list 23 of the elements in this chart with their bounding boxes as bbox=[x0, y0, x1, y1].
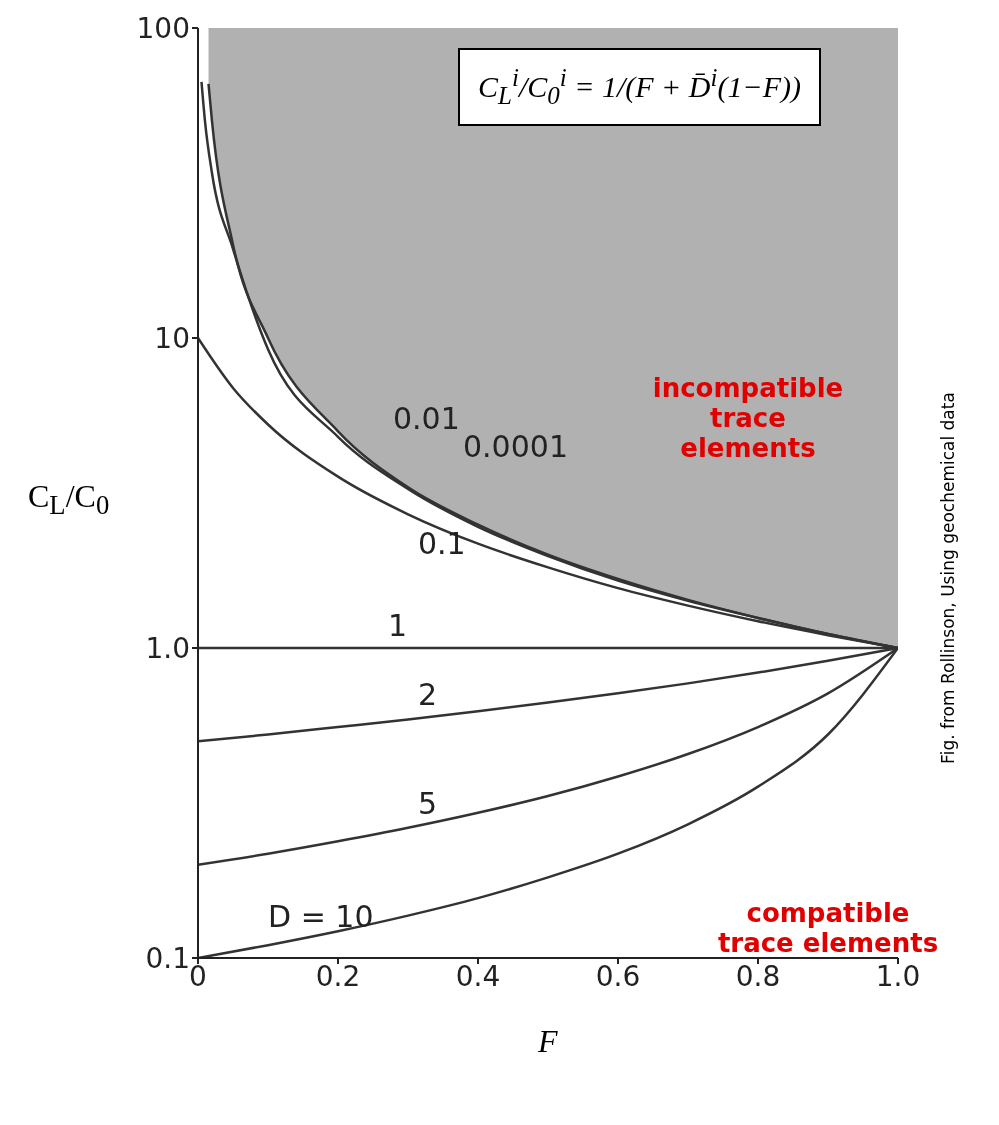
x-tick-label: 0.6 bbox=[595, 959, 641, 993]
series-label: 0.1 bbox=[418, 526, 466, 562]
text: C$_{L}$$^{i}$/C$_{0}$$^{i}$ = 1/(F + D̄$^{i}$(1−F)) bbox=[478, 64, 801, 109]
annotation: incompatible trace elements bbox=[651, 373, 845, 463]
y-tick-label: 100 bbox=[136, 11, 190, 45]
series-label: 2 bbox=[418, 677, 438, 713]
x-tick-label: 0.2 bbox=[315, 959, 361, 993]
annotation: compatible trace elements bbox=[716, 898, 940, 958]
series-label: 5 bbox=[418, 785, 438, 821]
y-tick-label: 10 bbox=[154, 321, 190, 355]
x-tick-label: 0.4 bbox=[455, 959, 501, 993]
x-tick-label: 0 bbox=[189, 959, 207, 993]
series-label: 0.01 bbox=[393, 400, 460, 436]
x-axis-title: F bbox=[538, 1023, 558, 1060]
x-tick-label: 1.0 bbox=[875, 959, 921, 993]
series-label: 0.0001 bbox=[463, 429, 568, 465]
series-label: 1 bbox=[388, 608, 408, 643]
y-tick-label: 0.1 bbox=[145, 941, 190, 975]
text: Fig. from Rollinson, Using geochemical data bbox=[938, 392, 958, 764]
y-axis-title: C$_{L}$/C$_{0}$ bbox=[28, 478, 110, 522]
series-label: D = 10 bbox=[268, 899, 374, 935]
y-tick-label: 1.0 bbox=[145, 631, 190, 665]
x-tick-label: 0.8 bbox=[735, 959, 781, 993]
